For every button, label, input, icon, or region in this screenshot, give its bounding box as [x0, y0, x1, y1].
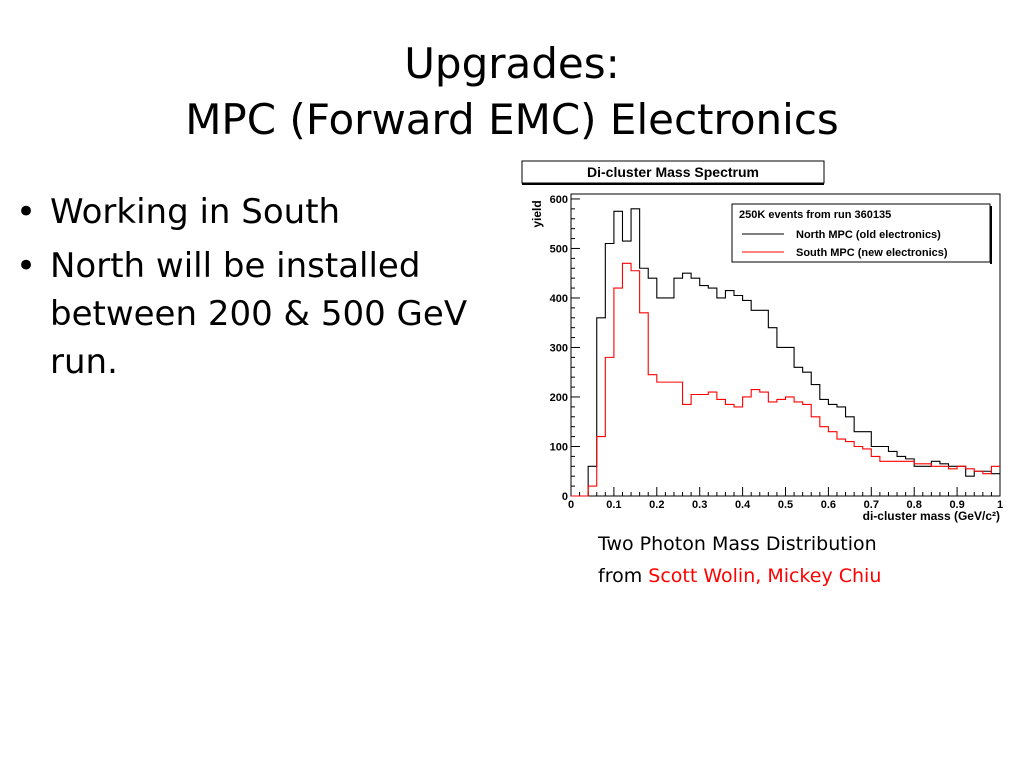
- y-tick-label: 200: [550, 392, 568, 404]
- y-tick-label: 400: [550, 293, 568, 305]
- bullet-text: Working in South: [50, 192, 341, 232]
- x-tick-label: 0.1: [606, 499, 621, 511]
- bullet-item: • Working in South: [16, 188, 506, 236]
- legend-shadow: [990, 206, 992, 264]
- legend-label-south: South MPC (new electronics): [796, 247, 948, 259]
- bullet-dot-icon: •: [16, 246, 37, 286]
- slide-title: Upgrades: MPC (Forward EMC) Electronics: [0, 36, 1024, 148]
- title-line-2: MPC (Forward EMC) Electronics: [185, 95, 839, 144]
- caption-authors: Scott Wolin, Mickey Chiu: [648, 565, 882, 587]
- x-tick-label: 0.3: [692, 499, 707, 511]
- bullet-text: North will be installed between 200 & 50…: [50, 246, 468, 382]
- legend-label-north: North MPC (old electronics): [796, 229, 941, 241]
- caption-prefix: from: [598, 565, 649, 587]
- x-axis-label: di-cluster mass (GeV/c²): [863, 509, 1000, 523]
- caption-line-1: Two Photon Mass Distribution: [598, 533, 877, 555]
- y-tick-label: 300: [550, 342, 568, 354]
- x-tick-label: 0.4: [735, 499, 751, 511]
- bullet-item: • North will be installed between 200 & 5…: [16, 242, 506, 386]
- y-axis-label: yield: [530, 200, 544, 227]
- title-line-1: Upgrades:: [404, 39, 620, 88]
- series-north-histogram: [571, 208, 1000, 497]
- y-tick-label: 0: [562, 491, 568, 503]
- figure-caption: Two Photon Mass Distribution from Scott …: [598, 528, 928, 592]
- x-tick-label: 0: [568, 499, 574, 511]
- bullet-dot-icon: •: [16, 192, 37, 232]
- caption-line-2: from Scott Wolin, Mickey Chiu: [598, 560, 928, 592]
- chart-title: Di-cluster Mass Spectrum: [587, 164, 759, 180]
- x-tick-label: 1: [997, 499, 1003, 511]
- x-tick-label: 0.5: [778, 499, 793, 511]
- x-tick-label: 0.8: [907, 499, 922, 511]
- series-south-histogram: [571, 262, 1000, 497]
- x-tick-label: 0.6: [821, 499, 836, 511]
- legend-header: 250K events from run 360135: [739, 209, 891, 221]
- x-tick-label: 0.2: [649, 499, 664, 511]
- y-tick-label: 500: [550, 243, 568, 255]
- x-tick-label: 0.9: [949, 499, 964, 511]
- bullet-list: • Working in South • North will be install…: [16, 188, 506, 392]
- y-tick-label: 600: [550, 194, 568, 206]
- y-tick-label: 100: [550, 441, 568, 453]
- x-tick-label: 0.7: [864, 499, 879, 511]
- chart-title-shadow: [522, 183, 824, 185]
